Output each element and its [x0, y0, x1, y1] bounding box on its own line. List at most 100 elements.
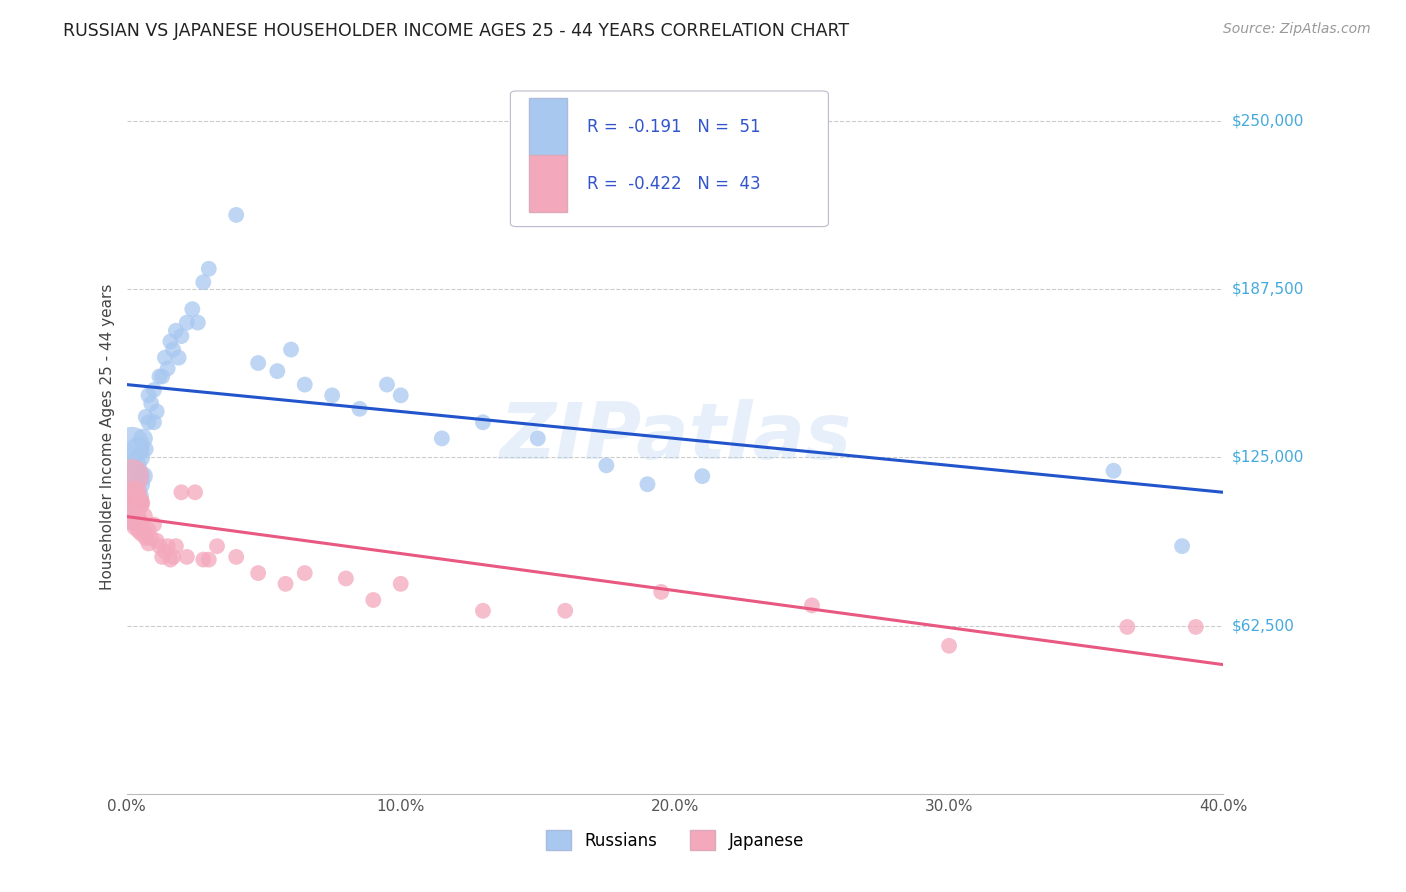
- Point: [127, 517, 149, 532]
- Text: $62,500: $62,500: [1232, 618, 1295, 633]
- Point: [650, 585, 672, 599]
- Point: [156, 539, 179, 553]
- Point: [162, 343, 184, 357]
- Point: [121, 469, 143, 483]
- Point: [472, 415, 495, 429]
- Point: [1171, 539, 1194, 553]
- Point: [247, 566, 270, 580]
- Point: [938, 639, 960, 653]
- Point: [148, 369, 170, 384]
- FancyBboxPatch shape: [529, 98, 568, 155]
- Point: [141, 396, 163, 410]
- Point: [129, 450, 152, 465]
- Point: [135, 531, 157, 545]
- Point: [692, 469, 714, 483]
- Point: [165, 539, 187, 553]
- Point: [129, 496, 152, 510]
- Text: R =  -0.422   N =  43: R = -0.422 N = 43: [588, 175, 761, 193]
- Point: [159, 552, 181, 566]
- Point: [193, 275, 215, 289]
- Text: $125,000: $125,000: [1232, 450, 1303, 465]
- Point: [124, 485, 146, 500]
- Point: [294, 377, 316, 392]
- Point: [274, 577, 297, 591]
- Point: [375, 377, 398, 392]
- Point: [143, 517, 166, 532]
- Point: [138, 536, 160, 550]
- Point: [170, 485, 193, 500]
- Point: [801, 599, 824, 613]
- Point: [141, 531, 163, 545]
- Point: [187, 316, 209, 330]
- Point: [153, 544, 176, 558]
- Point: [472, 604, 495, 618]
- Point: [787, 140, 810, 154]
- Point: [143, 383, 166, 397]
- Text: Source: ZipAtlas.com: Source: ZipAtlas.com: [1223, 22, 1371, 37]
- Point: [138, 523, 160, 537]
- Point: [127, 496, 149, 510]
- Point: [181, 302, 204, 317]
- Point: [138, 388, 160, 402]
- Point: [430, 432, 453, 446]
- Point: [527, 432, 550, 446]
- Point: [132, 525, 155, 540]
- Legend: Russians, Japanese: Russians, Japanese: [538, 823, 811, 857]
- Point: [389, 577, 412, 591]
- Point: [145, 404, 167, 418]
- Text: $250,000: $250,000: [1232, 113, 1303, 128]
- Point: [124, 458, 146, 473]
- Point: [121, 491, 143, 505]
- Point: [143, 415, 166, 429]
- Point: [156, 361, 179, 376]
- Point: [127, 469, 149, 483]
- Point: [197, 552, 219, 566]
- Point: [294, 566, 316, 580]
- Point: [132, 469, 155, 483]
- Text: R =  -0.191   N =  51: R = -0.191 N = 51: [588, 118, 761, 136]
- FancyBboxPatch shape: [510, 91, 828, 227]
- Y-axis label: Householder Income Ages 25 - 44 years: Householder Income Ages 25 - 44 years: [100, 284, 115, 591]
- Point: [321, 388, 343, 402]
- Point: [118, 469, 141, 483]
- Point: [135, 442, 157, 457]
- Text: RUSSIAN VS JAPANESE HOUSEHOLDER INCOME AGES 25 - 44 YEARS CORRELATION CHART: RUSSIAN VS JAPANESE HOUSEHOLDER INCOME A…: [63, 22, 849, 40]
- Point: [148, 539, 170, 553]
- Point: [595, 458, 617, 473]
- Point: [193, 552, 215, 566]
- Text: $187,500: $187,500: [1232, 282, 1303, 296]
- Point: [138, 415, 160, 429]
- Point: [225, 208, 247, 222]
- Point: [129, 523, 152, 537]
- Point: [335, 571, 357, 585]
- Point: [1102, 464, 1125, 478]
- Point: [132, 509, 155, 524]
- Point: [153, 351, 176, 365]
- Point: [176, 549, 198, 564]
- FancyBboxPatch shape: [529, 155, 568, 212]
- Point: [554, 604, 576, 618]
- Point: [247, 356, 270, 370]
- Point: [170, 329, 193, 343]
- Point: [280, 343, 302, 357]
- Point: [129, 477, 152, 491]
- Point: [225, 549, 247, 564]
- Point: [266, 364, 288, 378]
- Point: [159, 334, 181, 349]
- Point: [150, 549, 173, 564]
- Point: [205, 539, 228, 553]
- Point: [121, 437, 143, 451]
- Point: [363, 593, 385, 607]
- Point: [349, 401, 371, 416]
- Point: [165, 324, 187, 338]
- Point: [162, 549, 184, 564]
- Point: [176, 316, 198, 330]
- Point: [636, 477, 658, 491]
- Point: [127, 442, 149, 457]
- Point: [135, 409, 157, 424]
- Point: [197, 261, 219, 276]
- Point: [132, 432, 155, 446]
- Point: [124, 512, 146, 526]
- Point: [118, 496, 141, 510]
- Point: [167, 351, 190, 365]
